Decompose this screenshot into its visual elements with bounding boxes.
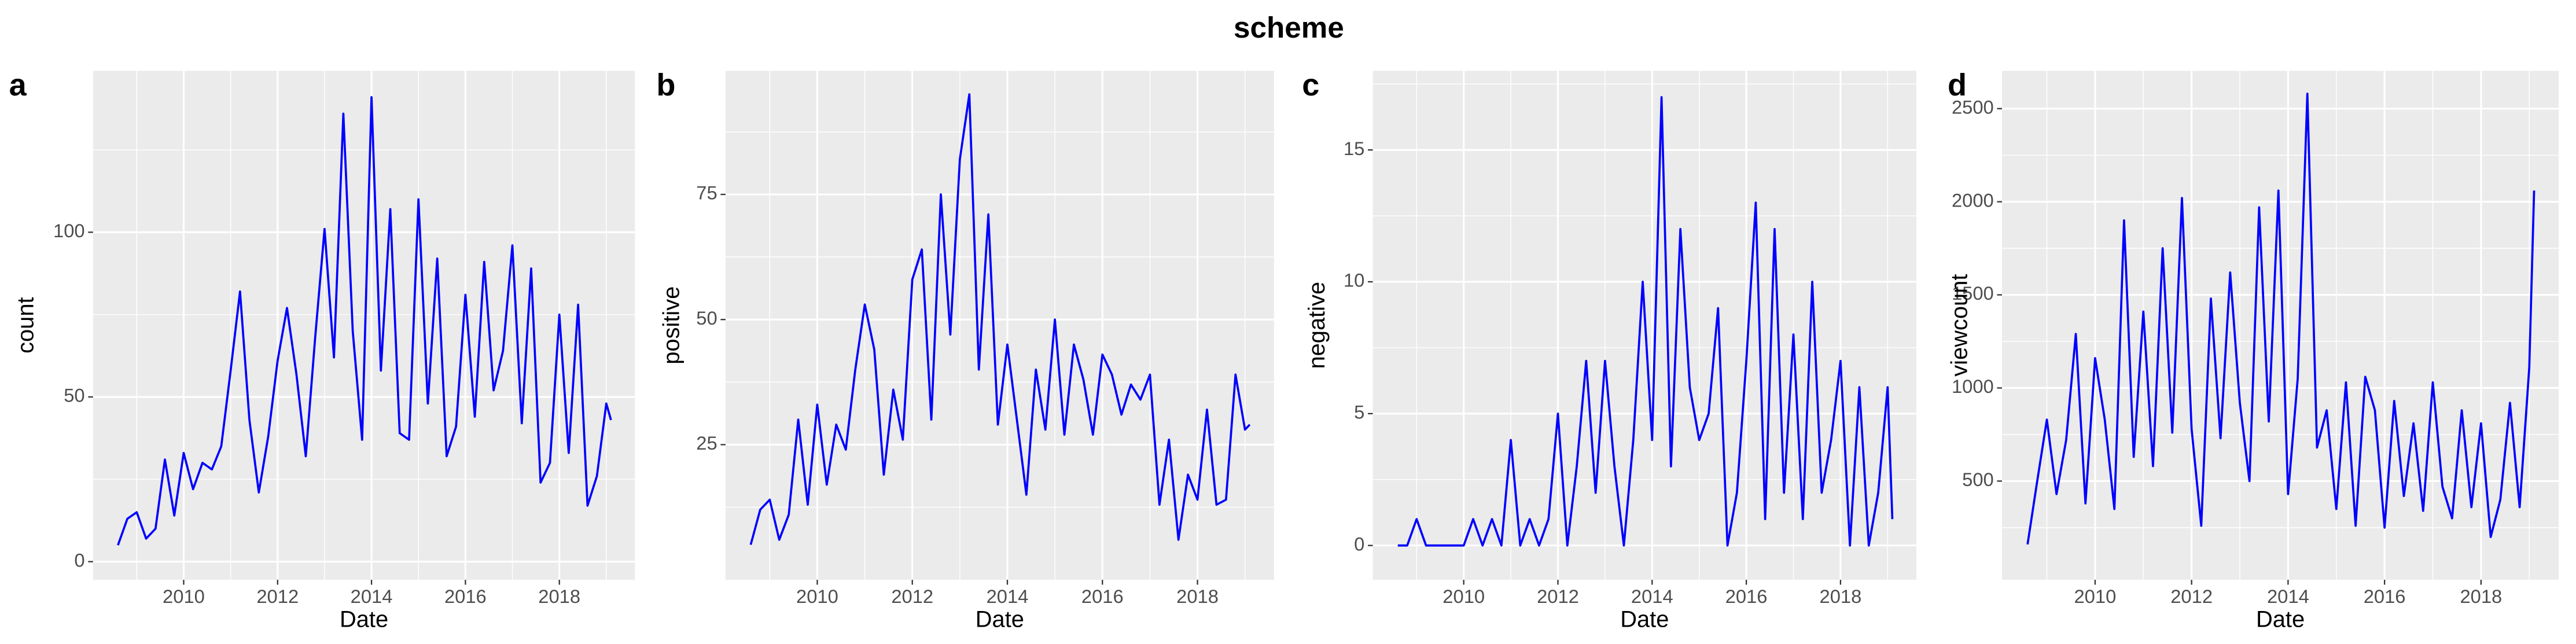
panel-label: c [1302,68,1319,102]
data-line [117,96,612,546]
y-tick-label: 1000 [1952,376,1994,397]
y-tick-label: 1500 [1952,282,1994,304]
figure-title: scheme [1234,11,1344,44]
x-tick-label: 2010 [2074,586,2116,607]
y-tick-label: 2500 [1952,96,1994,117]
y-tick-label: 15 [1344,138,1364,159]
x-axis-title: Date [340,607,388,632]
x-tick-label: 2018 [2460,586,2502,607]
x-tick-label: 2016 [1725,586,1768,607]
x-tick-label: 2014 [351,586,393,607]
x-tick-label: 2012 [256,586,299,607]
y-tick-label: 500 [1962,469,1994,490]
y-tick-label: 2000 [1952,189,1994,211]
x-axis-title: Date [976,607,1024,632]
panel-label: b [656,68,675,102]
x-axis-title: Date [2256,607,2305,632]
y-tick-label: 75 [696,182,717,204]
x-tick-label: 2014 [987,586,1029,607]
panel-label: d [1948,68,1967,102]
x-tick-label: 2016 [1081,586,1124,607]
x-tick-label: 2016 [2364,586,2406,607]
y-axis-title: negative [1304,282,1330,369]
x-tick-label: 2014 [1631,586,1673,607]
data-line [749,93,1251,545]
x-tick-label: 2018 [538,586,580,607]
y-tick-label: 10 [1344,270,1364,291]
data-line [1397,96,1894,547]
x-tick-label: 2012 [1537,586,1579,607]
panel-background [93,71,635,580]
x-tick-label: 2010 [1442,586,1485,607]
y-tick-label: 100 [53,220,85,241]
x-tick-label: 2018 [1820,586,1862,607]
y-tick-label: 0 [1354,533,1364,554]
x-tick-label: 2010 [163,586,205,607]
x-tick-label: 2016 [444,586,487,607]
panel-label: a [9,68,27,102]
y-tick-label: 25 [696,432,717,454]
x-tick-label: 2018 [1176,586,1219,607]
y-tick-label: 50 [696,307,717,329]
x-axis-title: Date [1620,607,1669,632]
data-line [2026,93,2535,545]
x-tick-label: 2012 [891,586,933,607]
x-tick-label: 2012 [2170,586,2213,607]
y-axis-title: count [13,297,38,353]
y-tick-label: 0 [74,549,84,571]
x-tick-label: 2014 [2267,586,2309,607]
x-tick-label: 2010 [796,586,838,607]
y-axis-title: viewcount [1946,274,1972,377]
y-tick-label: 50 [64,385,84,406]
y-axis-title: positive [658,286,684,365]
y-tick-label: 5 [1354,402,1364,423]
